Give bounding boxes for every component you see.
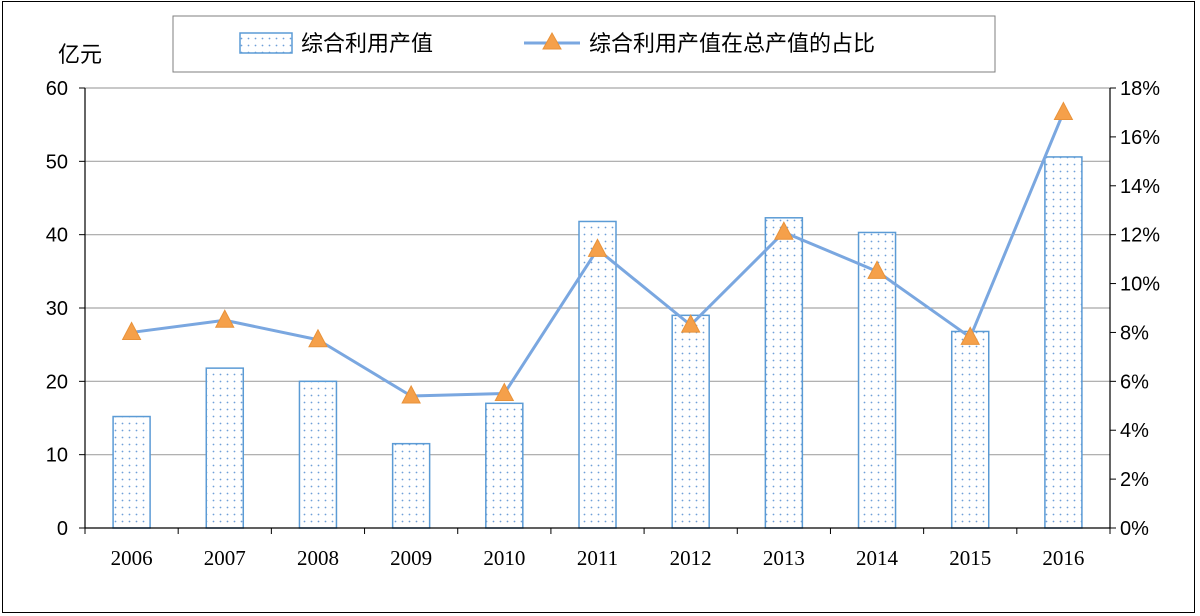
bar — [764, 217, 804, 529]
bar — [485, 402, 524, 529]
x-tick-label: 2014 — [856, 546, 899, 570]
right-tick-label: 4% — [1120, 420, 1149, 442]
right-tick-label: 6% — [1120, 371, 1149, 393]
legend-triangle-marker-icon — [542, 31, 562, 50]
right-tick-label: 8% — [1120, 322, 1149, 344]
left-tick-label: 10 — [46, 445, 68, 467]
ratio-line — [121, 101, 1074, 404]
left-tick-label: 50 — [46, 151, 68, 173]
right-tick-label: 18% — [1120, 78, 1160, 100]
x-tick-label: 2012 — [670, 546, 712, 570]
triangle-point — [494, 382, 515, 402]
right-tick-label: 16% — [1120, 127, 1160, 149]
left-tick-label: 20 — [46, 371, 68, 393]
legend-bar-swatch — [239, 32, 293, 54]
left-tick-label: 60 — [46, 78, 68, 100]
bar — [112, 415, 151, 529]
triangle-point — [587, 238, 608, 257]
triangle-point — [401, 384, 421, 404]
bar — [950, 330, 990, 529]
x-tick-label: 2009 — [390, 546, 432, 570]
legend-box — [172, 15, 996, 73]
legend: 综合利用产值 综合利用产值在总产值的占比 — [172, 15, 996, 73]
bar — [205, 367, 245, 529]
x-tick-label: 2016 — [1042, 546, 1084, 570]
triangle-point — [1053, 101, 1074, 120]
bar — [391, 442, 431, 529]
right-tick-label: 0% — [1120, 518, 1149, 540]
bars — [112, 156, 1083, 529]
left-tick-label: 0 — [57, 518, 68, 540]
x-tick-label: 2010 — [483, 546, 525, 570]
triangle-point — [774, 221, 794, 240]
triangle-point — [680, 314, 701, 333]
triangle-point — [121, 321, 142, 340]
left-tick-label: 30 — [46, 298, 68, 320]
x-tick-label: 2008 — [297, 546, 339, 570]
right-tick-label: 14% — [1120, 176, 1160, 198]
triangle-point — [960, 326, 981, 345]
x-tick-label: 2006 — [111, 546, 153, 570]
bar — [1044, 156, 1083, 529]
tick-labels: 0 10 20 30 40 50 60 0% 2% 4% 6% 8% 10% 12% 14% 16% 18% 20… — [46, 78, 1160, 570]
axes — [79, 87, 1116, 534]
x-tick-label: 2007 — [204, 546, 246, 570]
triangle-point — [214, 309, 235, 328]
right-tick-label: 2% — [1120, 469, 1149, 491]
right-tick-label: 12% — [1120, 225, 1160, 247]
bar — [671, 314, 710, 529]
x-tick-label: 2013 — [763, 546, 805, 570]
x-tick-label: 2011 — [577, 546, 618, 570]
triangle-point — [308, 328, 328, 348]
left-axis-unit: 亿元 — [58, 43, 102, 68]
x-tick-label: 2015 — [949, 546, 991, 570]
right-tick-label: 10% — [1120, 274, 1160, 296]
left-tick-label: 40 — [46, 225, 68, 247]
legend-label-line: 综合利用产值在总产值的占比 — [589, 32, 875, 57]
bar — [298, 380, 338, 529]
legend-label-bar: 综合利用产值 — [301, 32, 433, 57]
triangle-point — [867, 260, 887, 279]
